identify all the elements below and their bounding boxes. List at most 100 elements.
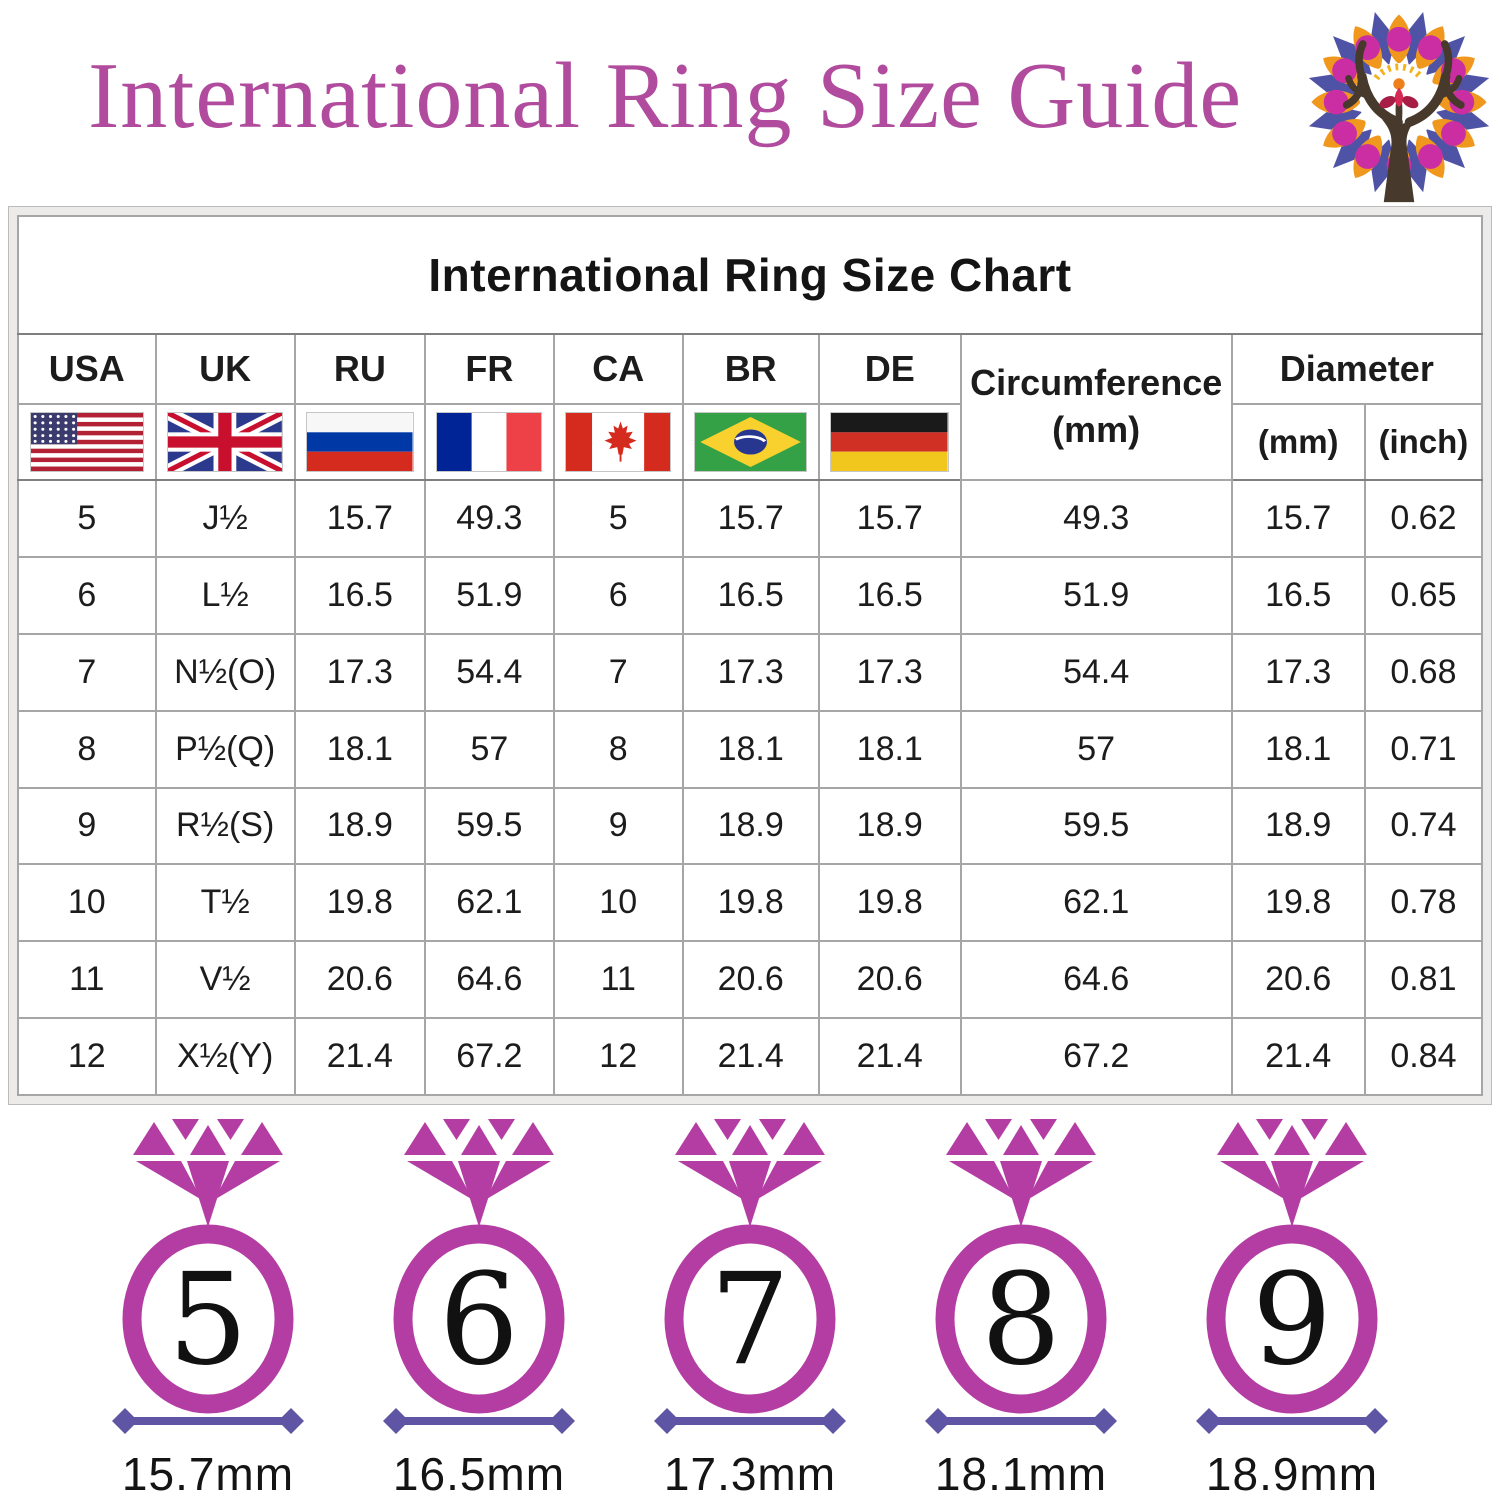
ring-band bbox=[1206, 1224, 1378, 1414]
cell-diameter-inch: 0.65 bbox=[1363, 555, 1484, 635]
cell-uk: N½(O) bbox=[154, 632, 296, 712]
cell-br: 21.4 bbox=[681, 1017, 820, 1096]
table-row: 5 J½ 15.7 49.3 5 15.7 15.7 49.3 15.7 0.62 bbox=[17, 479, 1484, 558]
cell-ca: 12 bbox=[552, 1017, 684, 1096]
ring-band bbox=[122, 1224, 294, 1414]
diameter-line bbox=[654, 1408, 846, 1434]
column-header-ru: RU bbox=[293, 333, 426, 405]
table-row: 8 P½(Q) 18.1 57 8 18.1 18.1 57 18.1 0.71 bbox=[17, 709, 1484, 789]
table-title-row: International Ring Size Chart bbox=[17, 215, 1483, 335]
cell-fr: 54.4 bbox=[423, 632, 555, 712]
cell-diameter-mm: 15.7 bbox=[1230, 479, 1366, 558]
ring-size-number: 5 bbox=[168, 1246, 248, 1393]
diameter-line bbox=[925, 1408, 1117, 1434]
cell-circumference-mm: 67.2 bbox=[959, 1017, 1233, 1096]
diameter-label: 17.3mm bbox=[663, 1448, 837, 1500]
cell-ca: 9 bbox=[552, 786, 684, 866]
cell-usa: 7 bbox=[17, 632, 157, 712]
cell-ru: 19.8 bbox=[293, 863, 426, 943]
cell-uk: J½ bbox=[154, 479, 296, 558]
table-body: 5 J½ 15.7 49.3 5 15.7 15.7 49.3 15.7 0.62 6 L½ 16.5 5… bbox=[17, 479, 1484, 1096]
ring-size-number: 8 bbox=[981, 1246, 1061, 1393]
cell-ca: 6 bbox=[552, 555, 684, 635]
cell-usa: 11 bbox=[17, 940, 157, 1020]
diamond-icon bbox=[664, 1119, 836, 1414]
cell-de: 16.5 bbox=[817, 555, 962, 635]
diameter-label: 15.7mm bbox=[121, 1448, 295, 1500]
cell-diameter-mm: 16.5 bbox=[1230, 555, 1366, 635]
ring-band bbox=[935, 1224, 1107, 1414]
cell-fr: 59.5 bbox=[423, 786, 555, 866]
fr-flag-icon bbox=[437, 413, 542, 471]
cell-diameter-mm: 21.4 bbox=[1230, 1017, 1366, 1096]
cell-br: 18.1 bbox=[681, 709, 820, 789]
table-title: International Ring Size Chart bbox=[17, 215, 1483, 335]
ring-band bbox=[393, 1224, 565, 1414]
ring-size-number: 9 bbox=[1252, 1246, 1332, 1393]
cell-br: 17.3 bbox=[681, 632, 820, 712]
cell-diameter-mm: 20.6 bbox=[1230, 940, 1366, 1020]
diameter-label: 18.1mm bbox=[934, 1448, 1108, 1500]
circumference-label-line2: (mm) bbox=[1052, 409, 1141, 450]
cell-usa: 6 bbox=[17, 555, 157, 635]
cell-fr: 62.1 bbox=[423, 863, 555, 943]
cell-diameter-inch: 0.81 bbox=[1363, 940, 1484, 1020]
ring-icon: 8 bbox=[925, 1119, 1117, 1434]
cell-usa: 8 bbox=[17, 709, 157, 789]
cell-diameter-mm: 19.8 bbox=[1230, 863, 1366, 943]
cell-diameter-inch: 0.68 bbox=[1363, 632, 1484, 712]
cell-usa: 10 bbox=[17, 863, 157, 943]
diamond-icon bbox=[935, 1119, 1107, 1414]
cell-uk: X½(Y) bbox=[154, 1017, 296, 1096]
ring-size-item: 5 15.7mm bbox=[88, 1113, 328, 1501]
cell-br: 19.8 bbox=[681, 863, 820, 943]
cell-br: 16.5 bbox=[681, 555, 820, 635]
cell-diameter-mm: 18.9 bbox=[1230, 786, 1366, 866]
ca-flag-cell bbox=[552, 403, 684, 481]
cell-ca: 5 bbox=[552, 479, 684, 558]
ring-size-item: 8 18.1mm bbox=[901, 1113, 1141, 1501]
rings-section: 5 15.7mm bbox=[0, 1105, 1500, 1501]
page-header: International Ring Size Guide bbox=[0, 0, 1500, 206]
table-row: 7 N½(O) 17.3 54.4 7 17.3 17.3 54.4 17.3 0.68 bbox=[17, 632, 1484, 712]
cell-ru: 16.5 bbox=[293, 555, 426, 635]
cell-diameter-inch: 0.71 bbox=[1363, 709, 1484, 789]
de-flag-icon bbox=[831, 413, 949, 471]
diameter-label: 18.9mm bbox=[1205, 1448, 1379, 1500]
ring-size-table: International Ring Size Chart USA UK RU … bbox=[17, 215, 1484, 1096]
brand-logo-icon bbox=[1305, 8, 1493, 203]
de-flag-cell bbox=[817, 403, 962, 481]
ring-size-item: 6 16.5mm bbox=[359, 1113, 599, 1501]
cell-de: 18.9 bbox=[817, 786, 962, 866]
cell-circumference-mm: 62.1 bbox=[959, 863, 1233, 943]
br-flag-cell bbox=[681, 403, 820, 481]
column-header-fr: FR bbox=[423, 333, 555, 405]
ring-icon: 9 bbox=[1196, 1119, 1388, 1434]
country-codes-row: USA UK RU FR CA BR DE Circumference (mm)… bbox=[17, 333, 1484, 481]
ring-icon: 6 bbox=[383, 1119, 575, 1434]
cell-ca: 8 bbox=[552, 709, 684, 789]
cell-circumference-mm: 57 bbox=[959, 709, 1233, 789]
cell-circumference-mm: 49.3 bbox=[959, 479, 1233, 558]
column-header-ca: CA bbox=[552, 333, 684, 405]
column-header-de: DE bbox=[817, 333, 962, 405]
ca-flag-icon bbox=[566, 413, 671, 471]
table-row: 6 L½ 16.5 51.9 6 16.5 16.5 51.9 16.5 0.65 bbox=[17, 555, 1484, 635]
column-header-diameter: Diameter bbox=[1230, 333, 1484, 405]
cell-br: 20.6 bbox=[681, 940, 820, 1020]
column-header-circumference: Circumference (mm) bbox=[959, 333, 1233, 481]
ru-flag-cell bbox=[293, 403, 426, 481]
ring-size-number: 6 bbox=[439, 1246, 519, 1393]
cell-ru: 18.1 bbox=[293, 709, 426, 789]
table-row: 11 V½ 20.6 64.6 11 20.6 20.6 64.6 20.6 0.81 bbox=[17, 940, 1484, 1020]
column-header-diameter-inch: (inch) bbox=[1363, 403, 1484, 481]
cell-de: 20.6 bbox=[817, 940, 962, 1020]
cell-br: 18.9 bbox=[681, 786, 820, 866]
cell-br: 15.7 bbox=[681, 479, 820, 558]
cell-uk: V½ bbox=[154, 940, 296, 1020]
ru-flag-icon bbox=[307, 413, 413, 471]
uk-flag-icon bbox=[168, 413, 283, 471]
cell-circumference-mm: 51.9 bbox=[959, 555, 1233, 635]
cell-de: 21.4 bbox=[817, 1017, 962, 1096]
column-header-usa: USA bbox=[17, 333, 157, 405]
